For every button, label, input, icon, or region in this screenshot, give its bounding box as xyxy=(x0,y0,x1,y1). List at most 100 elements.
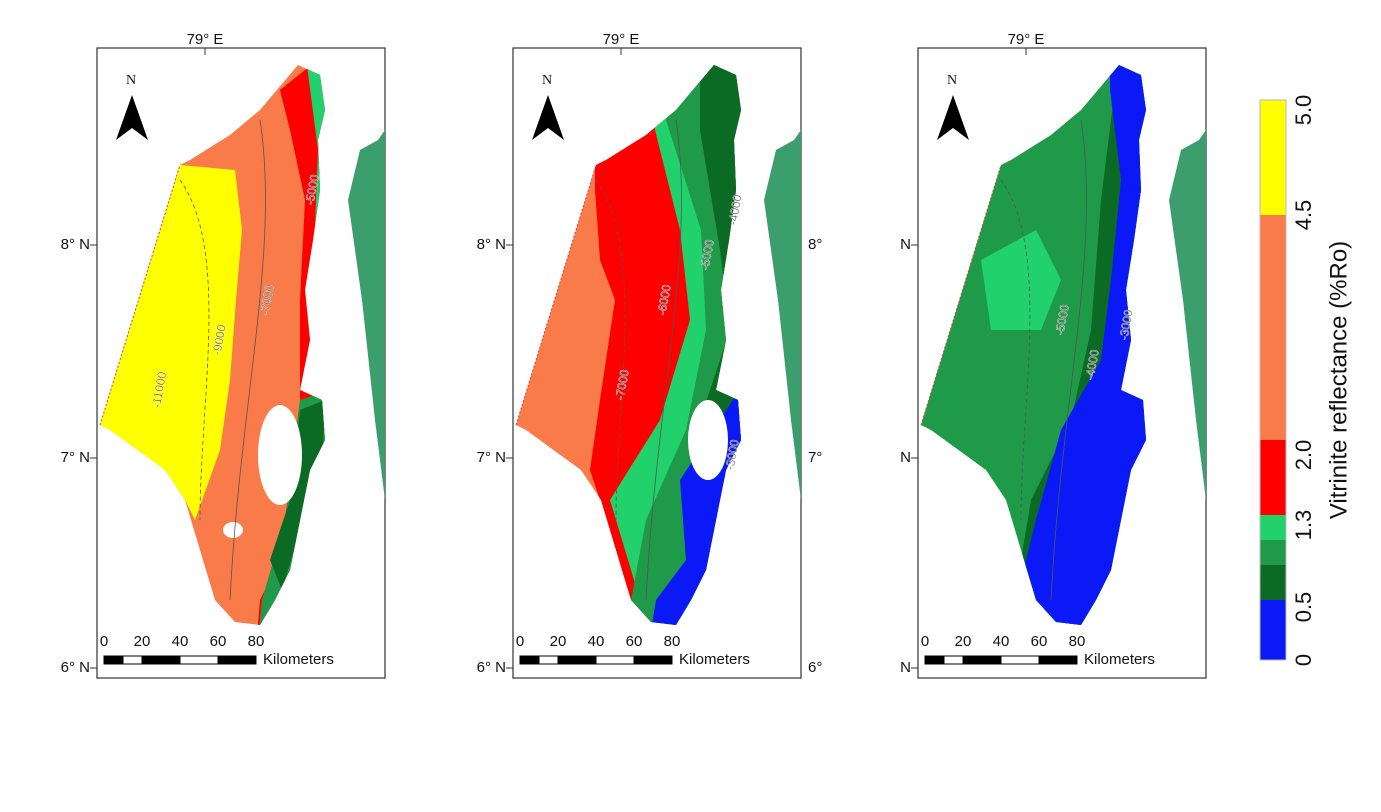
contour-label: -3000 xyxy=(723,438,742,471)
contour-label: -7000 xyxy=(613,368,632,401)
scale-label: 20 xyxy=(550,633,567,650)
legend-tick-label: 0 xyxy=(1291,654,1316,666)
contour-label: -5000 xyxy=(1053,303,1072,336)
contour-label: -4000 xyxy=(1083,348,1102,381)
latitude-label: 6° xyxy=(808,659,822,676)
legend-band xyxy=(1260,100,1286,215)
boundary-line xyxy=(515,164,597,426)
contour-line xyxy=(1050,119,1087,601)
latitude-label: 7° N xyxy=(477,449,506,466)
scale-label: 0 xyxy=(100,633,108,650)
scale-unit: Kilometers xyxy=(263,651,334,668)
north-arrow xyxy=(116,95,148,140)
scale-label: 40 xyxy=(588,633,605,650)
scale-label: 80 xyxy=(248,633,265,650)
north-arrow xyxy=(532,95,564,140)
latitude-label: 8° N xyxy=(477,236,506,253)
scale-label: 60 xyxy=(1031,633,1048,650)
scale-segment xyxy=(595,655,635,665)
latitude-label: 6° N xyxy=(61,659,90,676)
scale-segment xyxy=(943,655,964,665)
latitude-label: 7° xyxy=(808,449,822,466)
contour-line xyxy=(645,119,682,601)
contour-line xyxy=(179,179,210,521)
scale-label: 0 xyxy=(516,633,524,650)
legend-band xyxy=(1260,565,1286,600)
boundary-line xyxy=(99,164,181,426)
scale-label: 60 xyxy=(626,633,643,650)
scale-segment xyxy=(557,655,597,665)
zone xyxy=(100,165,242,520)
latitude-label: N xyxy=(900,236,911,253)
legend-title: Vitrinite reflectance (%Ro) xyxy=(1325,241,1352,519)
contour-line xyxy=(1000,179,1031,521)
contour-label: -5000 xyxy=(698,238,717,271)
legend-band xyxy=(1260,440,1286,515)
scale-segment xyxy=(179,655,219,665)
contour-line xyxy=(595,179,626,521)
contour-label: -6000 xyxy=(655,283,674,316)
map-panel: 79° E N N N N -5000 -4000 -3000 0 20 40 60 80Kilomet… xyxy=(900,31,1207,679)
scale-segment xyxy=(217,655,257,665)
scale-segment xyxy=(633,655,673,665)
longitude-label: 79° E xyxy=(187,31,224,48)
latitude-label: 7° N xyxy=(61,449,90,466)
legend-band xyxy=(1260,600,1286,660)
latitude-label: 8° N xyxy=(61,236,90,253)
contour-label: -11000 xyxy=(149,370,169,409)
contour-label: -3000 xyxy=(1117,308,1136,341)
scale-unit: Kilometers xyxy=(679,651,750,668)
zone xyxy=(981,230,1061,330)
coastline-land xyxy=(348,130,385,500)
legend-tick-label: 0.5 xyxy=(1291,592,1316,623)
legend-tick-label: 2.0 xyxy=(1291,440,1316,471)
scale-segment xyxy=(924,655,945,665)
longitude-label: 79° E xyxy=(603,31,640,48)
longitude-label: 79° E xyxy=(1008,31,1045,48)
scale-segment xyxy=(538,655,559,665)
north-arrow xyxy=(937,95,969,140)
legend-band xyxy=(1260,215,1286,440)
no-data-area xyxy=(223,522,243,538)
scale-label: 40 xyxy=(993,633,1010,650)
legend-band xyxy=(1260,515,1286,540)
scale-label: 20 xyxy=(955,633,972,650)
contour-label: -7000 xyxy=(258,283,277,316)
legend-tick-label: 4.5 xyxy=(1291,200,1316,231)
scale-segment xyxy=(1038,655,1078,665)
scale-segment xyxy=(141,655,181,665)
boundary-line xyxy=(920,164,1002,426)
north-label: N xyxy=(947,73,957,88)
no-data-area xyxy=(688,400,728,480)
north-label: N xyxy=(126,73,136,88)
coastline-land xyxy=(764,130,801,500)
latitude-label: N xyxy=(900,659,911,676)
north-label: N xyxy=(542,73,552,88)
coastline-land xyxy=(1169,130,1206,500)
latitude-label: N xyxy=(900,449,911,466)
latitude-label: 6° N xyxy=(477,659,506,676)
legend-tick-label: 5.0 xyxy=(1291,95,1316,126)
contour-label: -4000 xyxy=(726,193,745,226)
latitude-label: 8° xyxy=(808,236,822,253)
scale-label: 80 xyxy=(664,633,681,650)
legend-tick-label: 1.3 xyxy=(1291,510,1316,541)
scale-segment xyxy=(519,655,540,665)
contour-label: -5000 xyxy=(303,173,322,206)
contour-label: -9000 xyxy=(210,323,229,356)
scale-segment xyxy=(103,655,124,665)
scale-label: 40 xyxy=(172,633,189,650)
legend-band xyxy=(1260,540,1286,565)
legend-frame xyxy=(1259,99,1287,661)
scale-label: 60 xyxy=(210,633,227,650)
map-panel: 79° E 8° N 7° N 6° N N -11000 -9000 -7000 -5000 0… xyxy=(61,31,386,679)
scale-label: 80 xyxy=(1069,633,1086,650)
scale-segment xyxy=(1000,655,1040,665)
scale-unit: Kilometers xyxy=(1084,651,1155,668)
zone xyxy=(1021,65,1146,625)
scale-segment xyxy=(962,655,1002,665)
scale-label: 20 xyxy=(134,633,151,650)
scale-label: 0 xyxy=(921,633,929,650)
zone xyxy=(270,400,325,590)
